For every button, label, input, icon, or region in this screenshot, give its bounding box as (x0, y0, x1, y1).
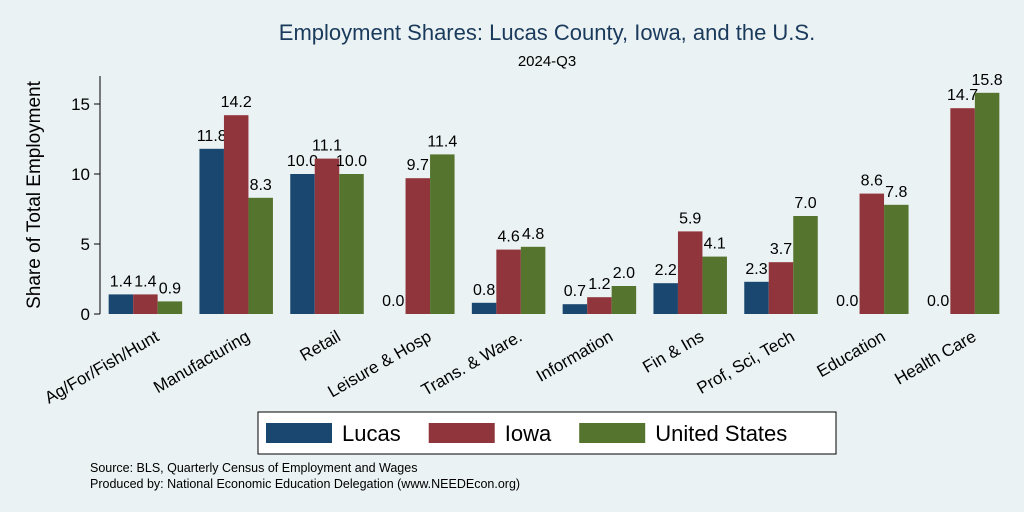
data-label-2-0: 10.0 (287, 153, 318, 170)
y-tick-label-1: 5 (81, 235, 90, 254)
producer-note: Produced by: National Economic Education… (90, 477, 520, 491)
data-label-1-1: 14.2 (221, 94, 252, 111)
data-label-8-2: 7.8 (885, 184, 907, 201)
data-label-3-0: 0.0 (382, 293, 404, 310)
bar-5-0 (562, 304, 588, 314)
bar-8-1 (859, 193, 885, 314)
x-tick-label-4: Trans. & Ware. (418, 327, 525, 400)
data-label-3-1: 9.7 (407, 157, 429, 174)
data-label-2-2: 10.0 (336, 153, 367, 170)
x-tick-label-9: Health Care (891, 327, 979, 389)
data-label-1-0: 11.8 (197, 128, 227, 145)
bar-7-1 (768, 262, 794, 314)
data-label-5-0: 0.7 (564, 283, 586, 300)
data-label-5-2: 2.0 (613, 265, 635, 282)
y-tick-label-0: 0 (81, 305, 90, 324)
bar-7-0 (744, 281, 769, 314)
bar-2-0 (290, 174, 315, 314)
data-label-8-0: 0.0 (836, 293, 858, 310)
y-tick-label-3: 15 (71, 95, 90, 114)
legend-label-1: Iowa (505, 421, 552, 446)
bar-3-1 (405, 178, 431, 314)
data-label-2-1: 11.1 (312, 138, 342, 155)
bar-2-2 (339, 174, 364, 314)
bar-5-1 (587, 297, 612, 314)
bar-3-2 (430, 154, 455, 314)
bar-1-1 (223, 115, 249, 314)
data-label-3-2: 11.4 (427, 133, 457, 150)
data-label-4-0: 0.8 (473, 282, 495, 299)
legend-box (257, 411, 837, 455)
bar-6-0 (653, 283, 678, 314)
data-label-6-0: 2.2 (655, 262, 677, 279)
legend: Lucas Iowa United States (266, 421, 787, 446)
data-label-8-1: 8.6 (861, 173, 883, 190)
bar-9-2 (974, 92, 1000, 314)
x-tick-label-1: Manufacturing (150, 327, 253, 397)
bar-6-1 (677, 231, 703, 314)
source-note: Source: BLS, Quarterly Census of Employm… (90, 461, 417, 475)
data-label-7-0: 2.3 (745, 261, 767, 278)
x-tick-label-6: Fin & Ins (639, 327, 707, 377)
data-label-0-1: 1.4 (134, 273, 156, 290)
data-label-0-2: 0.9 (159, 280, 181, 297)
y-axis-label: Share of Total Employment (24, 80, 45, 308)
bar-0-1 (133, 294, 158, 314)
data-label-5-1: 1.2 (588, 276, 610, 293)
x-tick-label-8: Education (814, 327, 889, 381)
data-label-4-2: 4.8 (522, 226, 544, 243)
bar-7-2 (793, 216, 818, 314)
bar-6-2 (702, 256, 727, 314)
data-label-9-1: 14.7 (947, 87, 978, 104)
bar-0-2 (157, 301, 183, 314)
data-label-0-0: 1.4 (110, 273, 132, 290)
data-label-6-2: 4.1 (704, 236, 726, 253)
legend-swatch-0 (266, 423, 332, 443)
data-label-6-1: 5.9 (679, 210, 701, 227)
data-label-9-2: 15.8 (972, 72, 1003, 89)
x-tick-label-7: Prof, Sci, Tech (694, 327, 798, 398)
x-tick-label-5: Information (533, 327, 616, 386)
legend-label-0: Lucas (342, 421, 401, 446)
bar-4-2 (520, 246, 546, 314)
data-label-7-2: 7.0 (794, 195, 816, 212)
data-label-9-0: 0.0 (927, 293, 949, 310)
bar-4-0 (471, 302, 497, 314)
bar-1-2 (248, 197, 273, 314)
data-label-1-2: 8.3 (250, 177, 272, 194)
chart-title: Employment Shares: Lucas County, Iowa, a… (279, 20, 815, 45)
chart-subtitle: 2024-Q3 (518, 53, 576, 70)
bar-1-0 (199, 148, 224, 314)
legend-swatch-2 (579, 423, 646, 443)
x-tick-label-3: Leisure & Hosp (324, 327, 434, 402)
bar-9-1 (950, 108, 975, 314)
legend-swatch-1 (428, 423, 495, 443)
data-label-7-1: 3.7 (770, 241, 792, 258)
bar-5-2 (611, 286, 637, 314)
bar-8-2 (884, 204, 909, 314)
bar-0-0 (108, 294, 134, 314)
x-tick-label-0: Ag/For/Fish/Hunt (41, 327, 162, 408)
y-tick-label-2: 10 (71, 165, 90, 184)
data-label-4-1: 4.6 (497, 229, 519, 246)
legend-label-2: United States (655, 421, 787, 446)
bar-4-1 (496, 249, 521, 314)
x-tick-label-2: Retail (297, 327, 344, 365)
bar-2-1 (314, 158, 340, 314)
